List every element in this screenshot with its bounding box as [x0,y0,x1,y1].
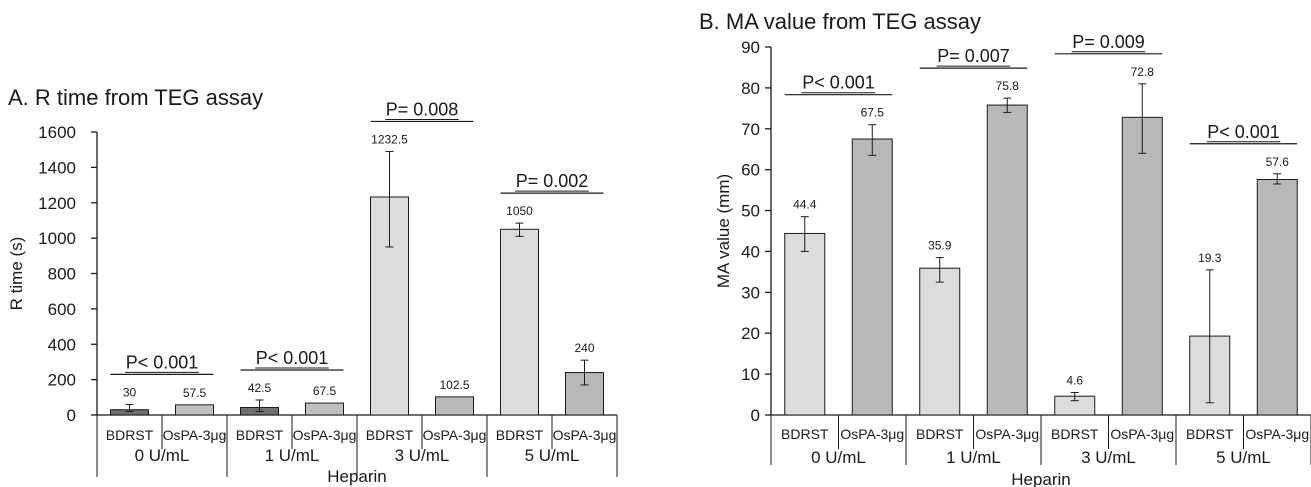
y-tick-label: 600 [48,300,76,319]
y-tick-label: 50 [741,202,760,221]
data-label: 57.6 [1266,155,1290,169]
data-label: 67.5 [861,106,885,120]
category-label: OsPA-3μg [423,427,487,443]
bar [435,396,474,416]
y-tick-label: 80 [741,79,760,98]
y-axis-title: MA value (mm) [714,174,733,288]
bar [851,138,893,416]
bar [1256,178,1298,416]
y-tick-label: 0 [67,406,76,425]
data-label: 4.6 [1066,374,1083,388]
chart-title: A. R time from TEG assay [8,85,263,110]
category-label: BDRST [106,427,154,443]
p-value-label: P= 0.009 [1072,32,1145,52]
y-tick-label: 200 [48,371,76,390]
p-value-label: P< 0.001 [802,73,875,93]
y-tick-label: 30 [741,283,760,302]
category-label: OsPA-3μg [840,426,904,442]
data-label: 67.5 [313,384,337,398]
category-label: OsPA-3μg [553,427,617,443]
bar [784,232,826,416]
y-tick-label: 400 [48,335,76,354]
y-tick-label: 1400 [38,158,76,177]
bar [986,104,1028,416]
category-label: BDRST [496,427,544,443]
data-label: 57.5 [183,386,207,400]
chart-title: B. MA value from TEG assay [699,9,981,34]
y-tick-label: 1000 [38,229,76,248]
category-label: OsPA-3μg [1245,426,1309,442]
category-label: BDRST [916,426,964,442]
p-value-label: P= 0.008 [386,99,459,119]
data-label: 1232.5 [371,132,408,146]
category-label: BDRST [781,426,829,442]
y-tick-label: 60 [741,161,760,180]
y-tick-label: 800 [48,265,76,284]
x-axis-title: Heparin [327,467,387,486]
data-label: 44.4 [793,198,817,212]
p-value-label: P< 0.001 [256,348,329,368]
p-value-label: P= 0.007 [937,46,1010,66]
p-value-label: P< 0.001 [126,352,199,372]
p-value-label: P< 0.001 [1207,122,1280,142]
bar [175,404,214,416]
y-tick-label: 0 [751,406,760,425]
category-label: BDRST [1186,426,1234,442]
y-tick-label: 40 [741,242,760,261]
group-label: 5 U/mL [525,446,580,465]
bar [500,228,539,416]
group-label: 1 U/mL [946,448,1001,467]
group-label: 1 U/mL [265,446,320,465]
group-label: 3 U/mL [1081,448,1136,467]
category-label: BDRST [236,427,284,443]
data-label: 19.3 [1198,251,1222,265]
data-label: 72.8 [1131,65,1155,79]
data-label: 102.5 [439,378,469,392]
y-tick-label: 1200 [38,194,76,213]
group-label: 0 U/mL [135,446,190,465]
group-label: 3 U/mL [395,446,450,465]
data-label: 30 [123,385,137,399]
category-label: OsPA-3μg [293,427,357,443]
category-label: OsPA-3μg [163,427,227,443]
category-label: OsPA-3μg [1110,426,1174,442]
category-label: BDRST [366,427,414,443]
y-tick-label: 20 [741,324,760,343]
bar [305,402,344,416]
y-tick-label: 70 [741,120,760,139]
x-axis-title: Heparin [1011,470,1071,487]
group-label: 5 U/mL [1216,448,1271,467]
y-axis-title: R time (s) [7,237,26,311]
data-label: 42.5 [248,381,272,395]
bar [919,267,961,416]
category-label: BDRST [1051,426,1099,442]
bar [1121,116,1163,416]
data-label: 240 [574,341,594,355]
y-tick-label: 1600 [38,123,76,142]
p-value-label: P= 0.002 [516,171,589,191]
category-label: OsPA-3μg [975,426,1039,442]
y-tick-label: 90 [741,38,760,57]
data-label: 35.9 [928,239,952,253]
data-label: 75.8 [996,79,1020,93]
group-label: 0 U/mL [811,448,866,467]
data-label: 1050 [506,204,533,218]
y-tick-label: 10 [741,365,760,384]
